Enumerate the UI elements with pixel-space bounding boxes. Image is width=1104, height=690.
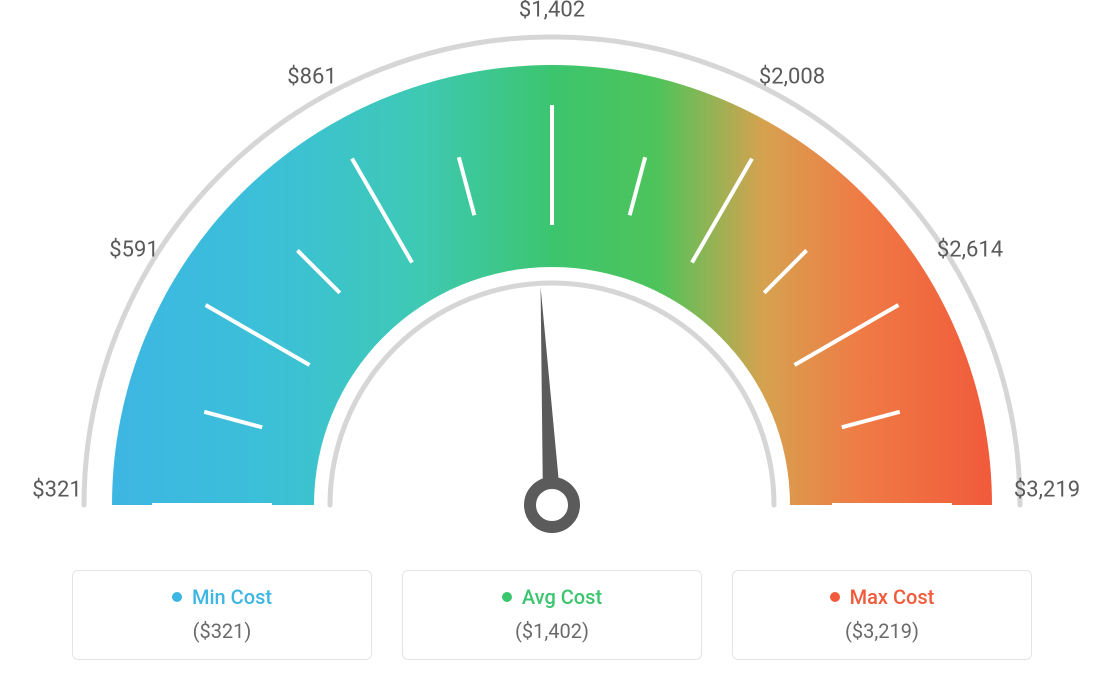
dot-icon	[830, 592, 840, 602]
legend-item-max: Max Cost ($3,219)	[732, 570, 1032, 660]
legend-title-min: Min Cost	[172, 585, 272, 609]
legend-item-avg: Avg Cost ($1,402)	[402, 570, 702, 660]
legend-item-min: Min Cost ($321)	[72, 570, 372, 660]
dot-icon	[172, 592, 182, 602]
gauge-tick-label: $591	[109, 238, 158, 263]
legend-label: Min Cost	[192, 585, 272, 609]
gauge-tick-label: $2,008	[759, 64, 825, 89]
dot-icon	[502, 592, 512, 602]
gauge-tick-label: $321	[32, 478, 81, 503]
gauge-tick-label: $3,219	[1014, 478, 1080, 503]
legend-title-avg: Avg Cost	[502, 585, 602, 609]
legend-label: Avg Cost	[522, 585, 602, 609]
legend-value: ($1,402)	[423, 619, 681, 643]
gauge-chart: $321 $591 $861 $1,402 $2,008 $2,614 $3,219	[0, 0, 1104, 540]
legend: Min Cost ($321) Avg Cost ($1,402) Max Co…	[72, 570, 1032, 660]
legend-value: ($3,219)	[753, 619, 1011, 643]
gauge-svg	[0, 0, 1104, 540]
legend-label: Max Cost	[850, 585, 935, 609]
gauge-tick-label: $2,614	[937, 238, 1003, 263]
legend-value: ($321)	[93, 619, 351, 643]
gauge-tick-label: $861	[287, 64, 336, 89]
legend-title-max: Max Cost	[830, 585, 935, 609]
gauge-tick-label: $1,402	[519, 0, 585, 23]
